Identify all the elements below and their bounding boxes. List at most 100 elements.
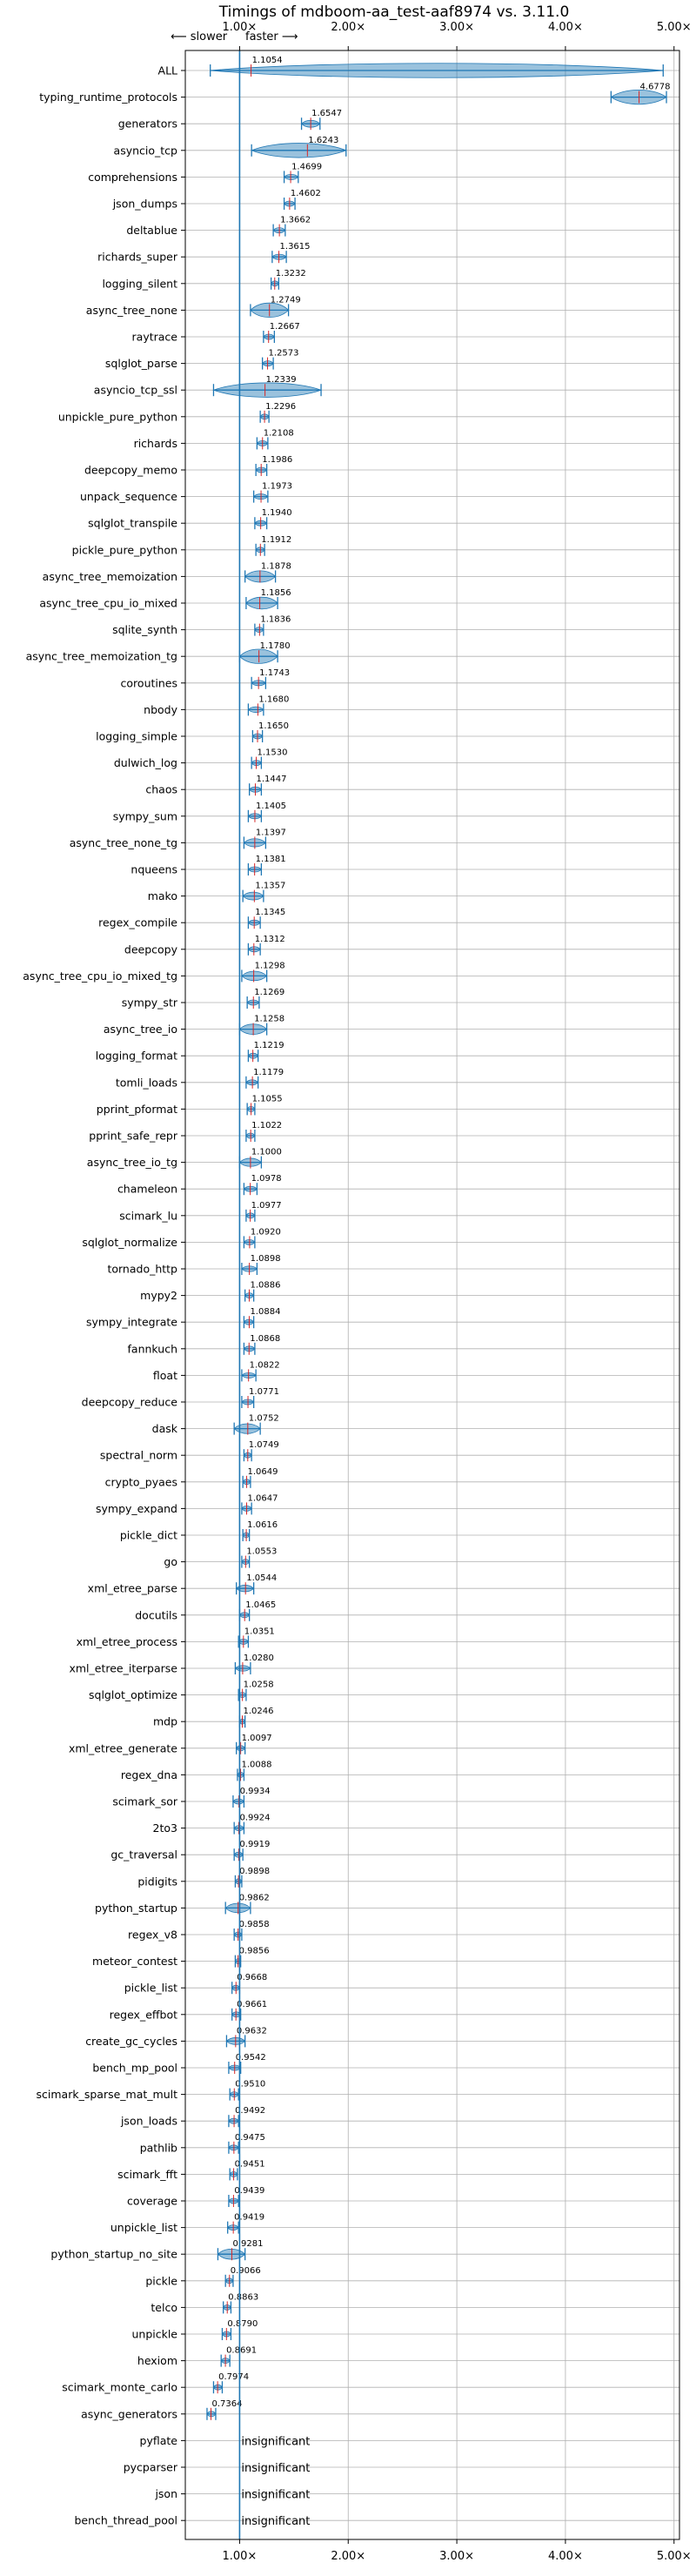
value-label: 1.1054 (252, 56, 283, 65)
value-label: 1.1836 (260, 615, 291, 625)
x-tick-label-bottom: 3.00× (439, 2550, 474, 2563)
benchmark-name: mako (148, 889, 177, 902)
value-label: 0.9934 (240, 1787, 271, 1796)
x-tick-label-top: 4.00× (548, 21, 583, 34)
benchmark-name: async_tree_io (104, 1023, 177, 1036)
insignificant-label: insignificant (241, 2515, 310, 2528)
benchmark-name: coverage (127, 2195, 177, 2208)
benchmark-name: telco (151, 2301, 177, 2314)
benchmark-name: logging_format (96, 1050, 177, 1063)
benchmark-name: dulwich_log (114, 756, 177, 769)
benchmark-name: sympy_sum (113, 809, 177, 822)
value-label: 1.0752 (249, 1414, 279, 1424)
value-label: 0.8691 (226, 2346, 257, 2356)
value-label: 0.9542 (236, 2053, 266, 2063)
benchmark-name: richards (134, 437, 177, 450)
value-label: 1.0616 (247, 1520, 278, 1530)
benchmark-name: async_tree_memoization (43, 570, 177, 583)
value-label: 1.1000 (251, 1148, 282, 1157)
benchmark-name: asyncio_tcp_ssl (94, 384, 177, 397)
benchmark-name: bench_thread_pool (74, 2514, 177, 2527)
benchmark-name: json_dumps (112, 198, 177, 211)
benchmark-name: regex_dna (121, 1768, 177, 1781)
value-label: 1.2339 (266, 375, 297, 385)
value-label: 0.9510 (235, 2080, 265, 2090)
benchmark-name: pickle_dict (120, 1529, 177, 1542)
benchmark-name: float (153, 1369, 177, 1382)
value-label: 0.9492 (235, 2106, 265, 2116)
value-label: 1.0749 (249, 1440, 279, 1450)
benchmark-name: unpack_sequence (80, 490, 177, 503)
benchmark-name: docutils (135, 1608, 177, 1621)
value-label: 0.9419 (234, 2213, 264, 2223)
value-label: 1.1055 (252, 1094, 283, 1104)
benchmark-name: tornado_http (107, 1263, 177, 1276)
benchmark-name: pickle_pure_python (72, 543, 177, 556)
benchmark-name: pathlib (140, 2141, 177, 2154)
value-label: 1.2667 (270, 322, 300, 332)
benchmark-name: pycparser (124, 2461, 178, 2474)
benchmark-name: pprint_safe_repr (89, 1130, 178, 1143)
value-label: 1.1912 (261, 535, 291, 545)
value-label: 1.1447 (256, 775, 286, 784)
benchmark-name: fannkuch (128, 1342, 177, 1355)
chart-title: Timings of mdboom-aa_test-aaf8974 vs. 3.… (218, 3, 570, 21)
x-tick-label-bottom: 5.00× (657, 2550, 692, 2563)
slower-hint: ⟵ slower (171, 30, 228, 44)
value-label: 0.9919 (239, 1840, 270, 1849)
benchmark-name: deepcopy_reduce (82, 1396, 178, 1409)
benchmark-name: logging_silent (102, 277, 177, 290)
value-label: 0.9898 (239, 1867, 270, 1876)
value-label: 1.0553 (246, 1547, 277, 1557)
value-label: 1.0898 (251, 1254, 281, 1264)
benchmark-name: scimark_fft (117, 2168, 177, 2181)
benchmark-name: sqlglot_transpile (88, 517, 177, 530)
benchmark-name: regex_compile (98, 916, 177, 929)
value-label: 1.1312 (255, 935, 285, 944)
benchmark-name: sqlglot_parse (105, 357, 177, 370)
benchmark-name: pprint_pformat (97, 1103, 177, 1116)
value-label: 1.3615 (280, 242, 311, 252)
insignificant-label: insignificant (241, 2462, 310, 2475)
benchmark-name: scimark_sparse_mat_mult (37, 2088, 178, 2101)
benchmark-name: richards_super (97, 251, 178, 264)
x-tick-label-bottom: 1.00× (222, 2550, 257, 2563)
benchmark-name: sympy_str (122, 996, 178, 1010)
value-label: 1.0977 (251, 1201, 282, 1211)
value-label: 1.0649 (248, 1467, 278, 1477)
benchmark-name: tomli_loads (116, 1076, 177, 1089)
benchmark-name: async_tree_io_tg (87, 1156, 177, 1169)
value-label: 0.8863 (228, 2292, 258, 2302)
benchmark-name: scimark_lu (119, 1209, 177, 1222)
benchmark-name: sqlglot_normalize (82, 1236, 177, 1249)
benchmark-name: mdp (153, 1715, 177, 1728)
value-label: 0.9862 (239, 1893, 270, 1902)
value-label: 1.0978 (251, 1174, 282, 1184)
benchmark-name: typing_runtime_protocols (39, 91, 177, 104)
benchmark-name: 2to3 (153, 1821, 177, 1835)
value-label: 1.2296 (265, 402, 296, 412)
value-label: 1.6547 (311, 109, 342, 118)
value-label: 1.1258 (254, 1015, 284, 1024)
benchmark-name: json (154, 2487, 177, 2500)
x-tick-label-bottom: 4.00× (548, 2550, 583, 2563)
benchmark-name: nbody (144, 703, 177, 716)
value-label: 1.1405 (256, 802, 286, 811)
benchmark-name: go (164, 1555, 177, 1568)
benchmark-name: unpickle (131, 2328, 177, 2341)
value-label: 1.0088 (242, 1760, 272, 1769)
benchmark-name: scimark_sor (112, 1795, 177, 1808)
benchmark-name: deltablue (126, 224, 177, 237)
benchmark-name: logging_simple (96, 730, 177, 743)
value-label: 1.3662 (280, 216, 311, 225)
value-label: 1.0246 (243, 1707, 273, 1716)
value-label: 1.1940 (262, 508, 292, 518)
benchmark-name: async_tree_memoization_tg (26, 650, 177, 663)
benchmark-name: deepcopy_memo (84, 464, 177, 477)
x-tick-label-top: 1.00× (222, 21, 257, 34)
value-label: 1.1022 (251, 1121, 282, 1130)
value-label: 1.4602 (291, 189, 321, 198)
value-label: 1.0351 (244, 1627, 275, 1636)
